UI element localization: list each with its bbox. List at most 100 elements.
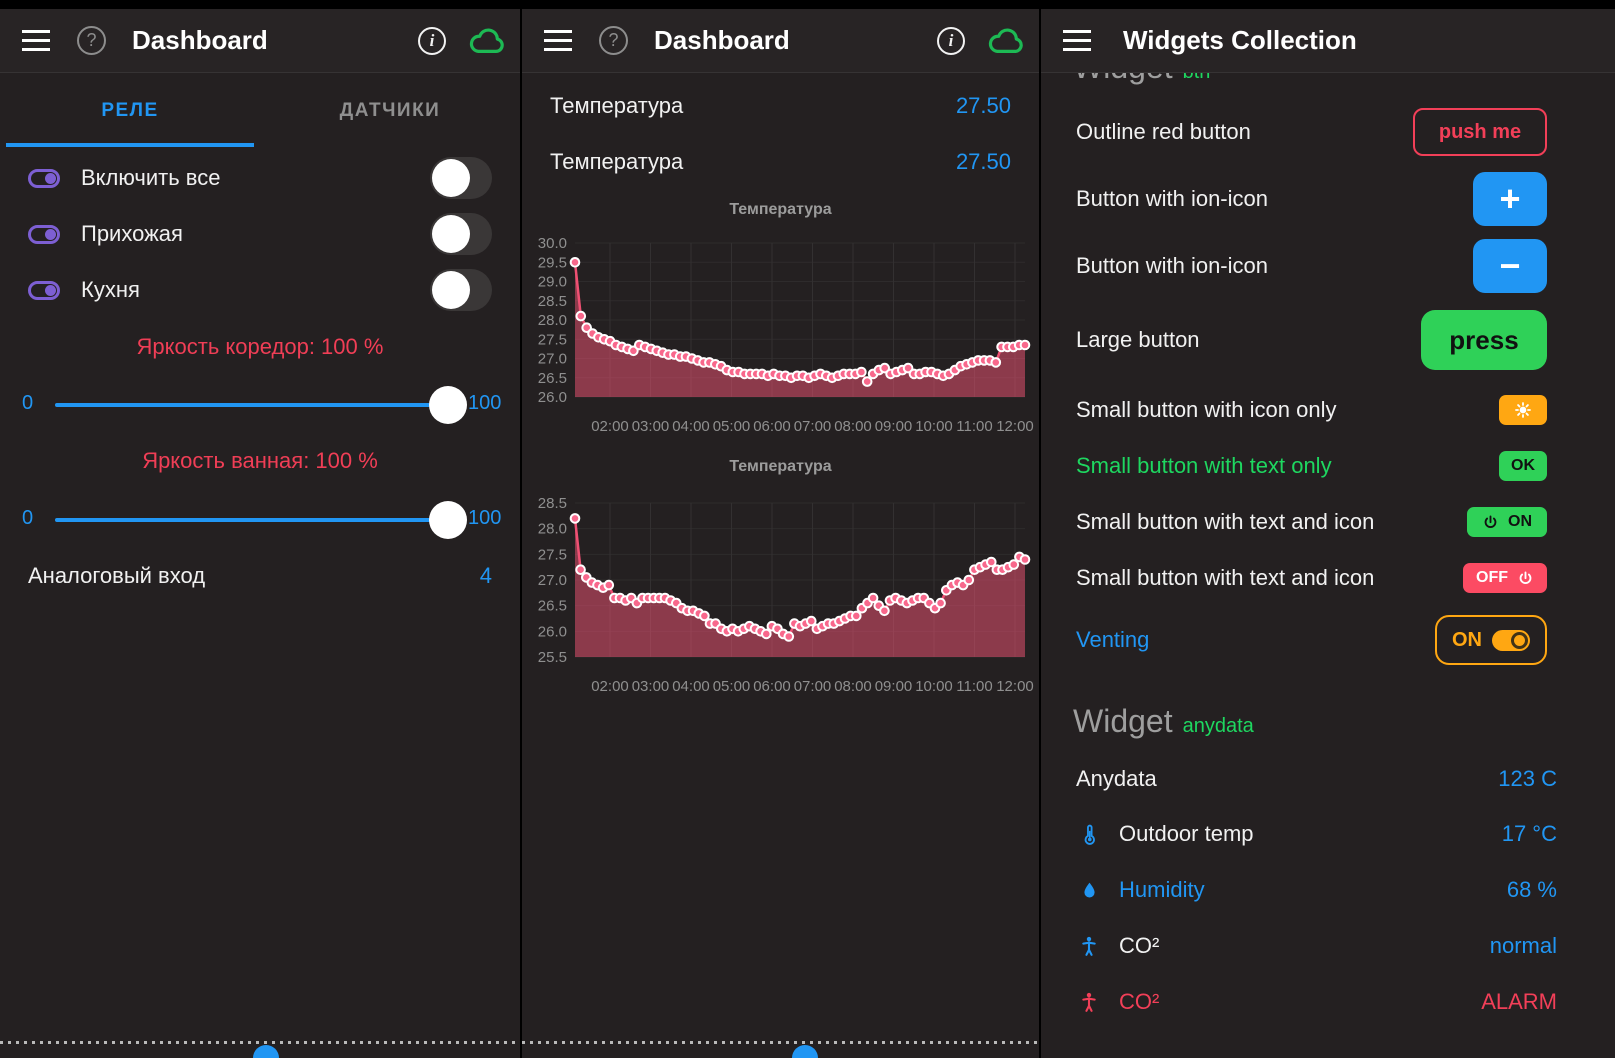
svg-text:06:00: 06:00 [753, 418, 791, 435]
slider-thumb[interactable] [429, 501, 467, 539]
slider-thumb[interactable] [429, 386, 467, 424]
svg-text:04:00: 04:00 [672, 418, 710, 435]
tab-sensors[interactable]: ДАТЧИКИ [339, 99, 441, 121]
app-header: ? Dashboard i [0, 9, 520, 73]
sun-button[interactable] [1499, 395, 1547, 425]
ok-button[interactable]: OK [1499, 451, 1547, 481]
svg-text:08:00: 08:00 [834, 678, 872, 695]
tab-relays[interactable]: РЕЛЕ [0, 72, 260, 149]
info-icon[interactable]: i [937, 26, 965, 55]
venting-state-label: ON [1452, 628, 1482, 651]
toggle-on-icon [1492, 629, 1530, 651]
svg-text:05:00: 05:00 [713, 678, 751, 695]
row-label: Small button with icon only [1076, 397, 1337, 422]
row-label: Small button with text and icon [1076, 509, 1375, 534]
svg-text:30.0: 30.0 [538, 235, 567, 252]
svg-text:25.5: 25.5 [538, 649, 567, 666]
minus-button[interactable]: − [1473, 239, 1547, 293]
switch-kitchen-toggle[interactable] [430, 269, 492, 311]
svg-text:27.5: 27.5 [538, 331, 567, 348]
analog-input-label: Аналоговый вход [28, 563, 206, 588]
slider-track[interactable] [55, 403, 466, 407]
on-button[interactable]: ON [1467, 507, 1547, 537]
temperature-chart-2: 02:00 03:00 04:00 05:00 06:00 07:00 08:00 09:00… [522, 489, 1039, 701]
temperature-label: Температура [550, 93, 684, 118]
push-me-button[interactable]: push me [1413, 108, 1547, 156]
svg-text:26.5: 26.5 [538, 370, 567, 387]
widget-row-large-button: Large button press [1041, 310, 1615, 370]
power-icon [1484, 515, 1497, 528]
toggle-outline-icon [28, 280, 60, 300]
dotted-divider [522, 1041, 1039, 1044]
svg-text:09:00: 09:00 [875, 418, 913, 435]
widget-row-outline-red: Outline red button push me [1041, 104, 1615, 160]
svg-text:12:00: 12:00 [996, 418, 1034, 435]
switch-all-toggle[interactable] [430, 157, 492, 199]
chart-title: Температура [729, 458, 832, 475]
row-value: ALARM [1481, 989, 1557, 1014]
row-label: Small button with text only [1076, 453, 1332, 478]
app-header: Widgets Collection [1041, 9, 1615, 73]
svg-text:05:00: 05:00 [713, 418, 751, 435]
temperature-row: Температура 27.50 [522, 134, 1039, 190]
row-label: Anydata [1076, 766, 1157, 791]
row-value: normal [1489, 933, 1557, 958]
analog-input-row: Аналоговый вход 4 [0, 548, 520, 604]
press-button[interactable]: press [1421, 310, 1547, 370]
widget-row-on: Small button with text and icon ON [1041, 494, 1615, 550]
switch-row-label: Включить все [81, 165, 221, 190]
power-icon [1519, 571, 1532, 584]
row-label: Outline red button [1076, 119, 1251, 144]
svg-text:10:00: 10:00 [915, 418, 953, 435]
svg-text:28.5: 28.5 [538, 495, 567, 512]
plus-button[interactable]: + [1473, 172, 1547, 226]
slider-label-bathroom: Яркость ванная: 100 % [142, 448, 378, 473]
row-label: Button with ion-icon [1076, 253, 1268, 278]
row-label: CO² [1119, 933, 1160, 958]
data-row-humidity: Humidity 68 % [1041, 862, 1615, 918]
row-label: CO² [1119, 989, 1160, 1014]
off-button[interactable]: OFF [1463, 563, 1547, 593]
switch-row-all: Включить все [0, 150, 520, 206]
temperature-value: 27.50 [955, 149, 1011, 174]
data-row-co2-alarm: CO² ALARM [1041, 974, 1615, 1030]
help-icon[interactable]: ? [599, 26, 628, 55]
svg-text:28.0: 28.0 [538, 521, 567, 538]
slider-label-corridor: Яркость коредор: 100 % [136, 334, 384, 359]
menu-icon[interactable] [1063, 30, 1091, 51]
svg-text:11:00: 11:00 [956, 418, 992, 435]
panel-dashboard-sensors: ? Dashboard i Температура 27.50 Температ… [522, 9, 1039, 1058]
temperature-value: 27.50 [955, 93, 1011, 118]
svg-text:09:00: 09:00 [875, 678, 913, 695]
slider-max-label: 100 [468, 392, 502, 414]
menu-icon[interactable] [544, 30, 572, 51]
data-row-anydata: Anydata 123 C [1041, 751, 1615, 807]
dotted-divider [0, 1041, 520, 1044]
info-icon[interactable]: i [418, 26, 446, 55]
menu-icon[interactable] [22, 30, 50, 51]
temperature-row: Температура 27.50 [522, 78, 1039, 134]
section-tag: anydata [1182, 715, 1254, 737]
cloud-connected-icon[interactable] [468, 26, 506, 55]
thermometer-icon [1076, 823, 1102, 846]
chart-title: Температура [729, 201, 832, 218]
data-row-outdoor-temp: Outdoor temp 17 °C [1041, 806, 1615, 862]
brightness-corridor-slider: 0 100 [0, 385, 520, 425]
venting-toggle-button[interactable]: ON [1435, 615, 1547, 665]
svg-text:27.5: 27.5 [538, 546, 567, 563]
scroll-peek-indicator [253, 1045, 279, 1058]
person-icon [1076, 935, 1102, 957]
help-icon[interactable]: ? [77, 26, 106, 55]
section-title: Widget [1073, 703, 1173, 739]
toggle-outline-icon [28, 168, 60, 188]
slider-track[interactable] [55, 518, 466, 522]
widget-row-icon-only: Small button with icon only [1041, 382, 1615, 438]
svg-text:07:00: 07:00 [794, 678, 832, 695]
svg-text:28.0: 28.0 [538, 312, 567, 329]
cloud-connected-icon[interactable] [987, 26, 1025, 55]
switch-hallway-toggle[interactable] [430, 213, 492, 255]
on-button-label: ON [1508, 513, 1532, 530]
slider-min-label: 0 [22, 507, 34, 529]
svg-text:29.0: 29.0 [538, 274, 567, 291]
svg-text:03:00: 03:00 [632, 418, 670, 435]
